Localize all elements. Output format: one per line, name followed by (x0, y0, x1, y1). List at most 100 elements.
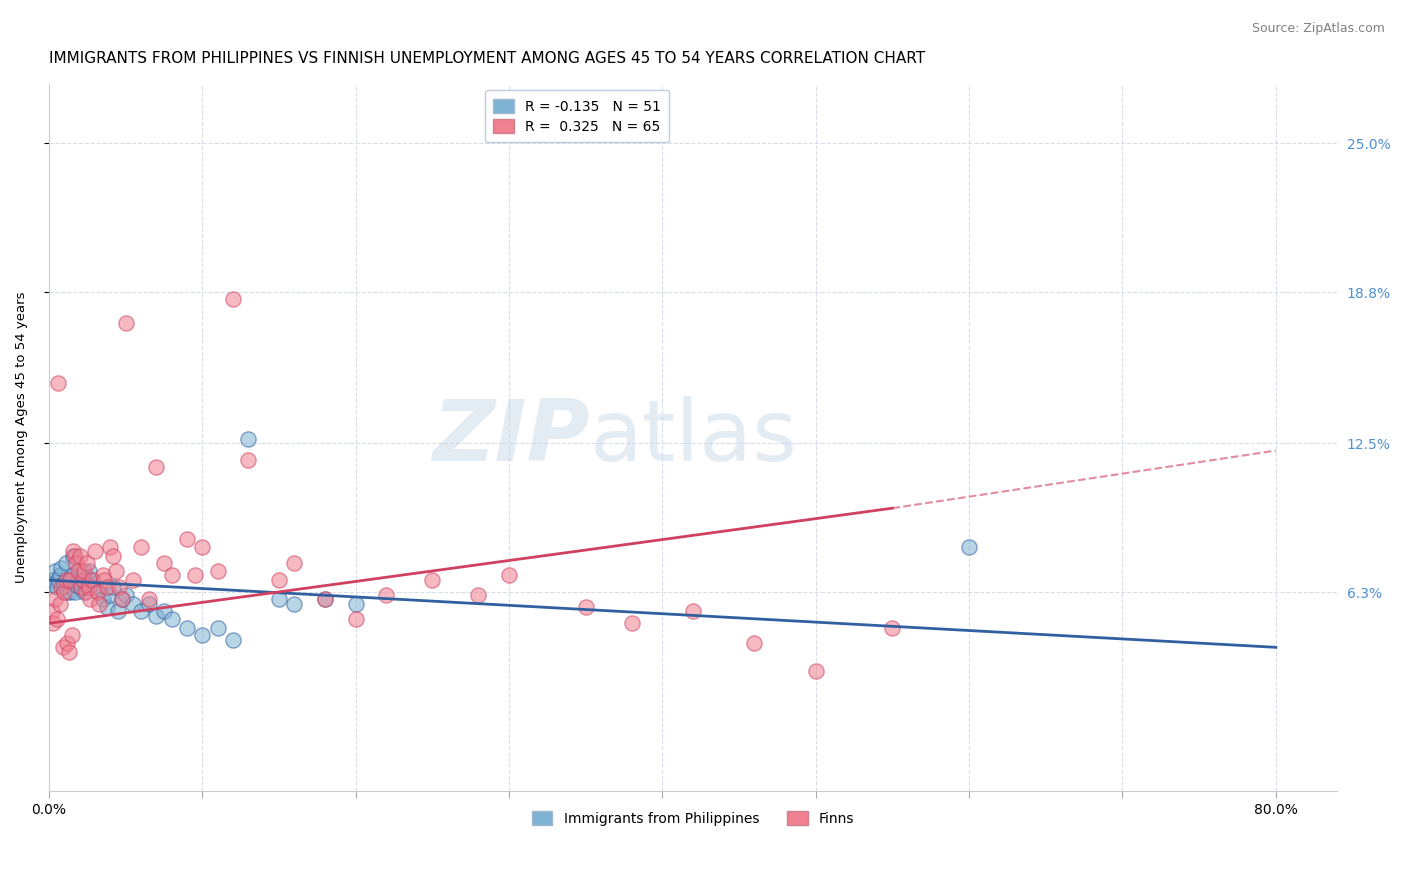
Point (682, 604, 704, 618)
Point (44, 564, 66, 578)
Point (620, 616, 643, 631)
Point (467, 588, 489, 602)
Point (63, 585, 86, 599)
Point (804, 665, 827, 679)
Point (72, 573, 94, 587)
Point (111, 592, 134, 607)
Point (145, 460, 167, 475)
Point (138, 592, 160, 607)
Point (76, 557, 98, 571)
Point (91, 568, 114, 582)
Point (267, 592, 290, 607)
Point (70, 580, 93, 594)
Point (83, 544, 105, 558)
Point (42, 578, 65, 592)
Legend: Immigrants from Philippines, Finns: Immigrants from Philippines, Finns (523, 803, 863, 834)
Point (65, 557, 87, 571)
Point (77, 564, 100, 578)
Point (62, 544, 84, 558)
Point (63, 549, 86, 563)
Point (114, 317, 136, 331)
Point (45, 611, 67, 625)
Point (238, 432, 260, 446)
Point (59, 585, 82, 599)
Point (44, 592, 66, 607)
Point (96, 599, 118, 614)
Point (56, 585, 79, 599)
Point (103, 580, 125, 594)
Point (98, 588, 121, 602)
Point (69, 564, 91, 578)
Point (153, 604, 176, 618)
Point (48, 597, 70, 611)
Point (103, 549, 125, 563)
Point (55, 573, 77, 587)
Point (122, 597, 145, 611)
Point (41, 604, 63, 618)
Point (72, 568, 94, 582)
Point (283, 597, 305, 611)
Text: ZIP: ZIP (432, 396, 591, 479)
Text: IMMIGRANTS FROM PHILIPPINES VS FINNISH UNEMPLOYMENT AMONG AGES 45 TO 54 YEARS CO: IMMIGRANTS FROM PHILIPPINES VS FINNISH U… (49, 51, 925, 66)
Point (49, 561, 72, 575)
Point (60, 568, 83, 582)
Point (160, 568, 183, 582)
Point (153, 557, 176, 571)
Point (105, 564, 128, 578)
Point (66, 564, 89, 578)
Point (58, 573, 80, 587)
Point (314, 592, 336, 607)
Point (65, 578, 87, 592)
Point (314, 592, 336, 607)
Point (52, 640, 75, 655)
Point (79, 592, 101, 607)
Point (575, 599, 598, 614)
Point (957, 540, 980, 554)
Point (49, 580, 72, 594)
Point (59, 573, 82, 587)
Point (98, 540, 121, 554)
Point (108, 580, 131, 594)
Point (53, 585, 76, 599)
Point (53, 575, 76, 590)
Point (283, 557, 305, 571)
Point (129, 604, 152, 618)
Point (93, 573, 115, 587)
Point (45, 580, 67, 594)
Point (107, 604, 129, 618)
Point (83, 580, 105, 594)
Point (73, 564, 96, 578)
Point (114, 588, 136, 602)
Point (191, 540, 214, 554)
Point (191, 628, 214, 642)
Point (207, 564, 229, 578)
Point (76, 580, 98, 594)
Point (87, 585, 110, 599)
Point (58, 645, 80, 659)
Point (77, 580, 100, 594)
Point (744, 635, 766, 649)
Point (96, 580, 118, 594)
Point (267, 573, 290, 587)
Text: atlas: atlas (591, 396, 799, 479)
Point (60, 628, 83, 642)
Point (46, 573, 69, 587)
Text: Source: ZipAtlas.com: Source: ZipAtlas.com (1251, 22, 1385, 36)
Point (48, 568, 70, 582)
Point (111, 592, 134, 607)
Point (89, 597, 111, 611)
Point (122, 573, 145, 587)
Point (183, 568, 205, 582)
Point (420, 573, 443, 587)
Point (42, 616, 65, 631)
Point (69, 549, 91, 563)
Point (80, 573, 103, 587)
Point (41, 573, 63, 587)
Point (160, 611, 183, 625)
Point (222, 633, 245, 648)
Point (375, 588, 398, 602)
Point (70, 580, 93, 594)
Point (52, 580, 75, 594)
Point (344, 611, 367, 625)
Point (138, 597, 160, 611)
